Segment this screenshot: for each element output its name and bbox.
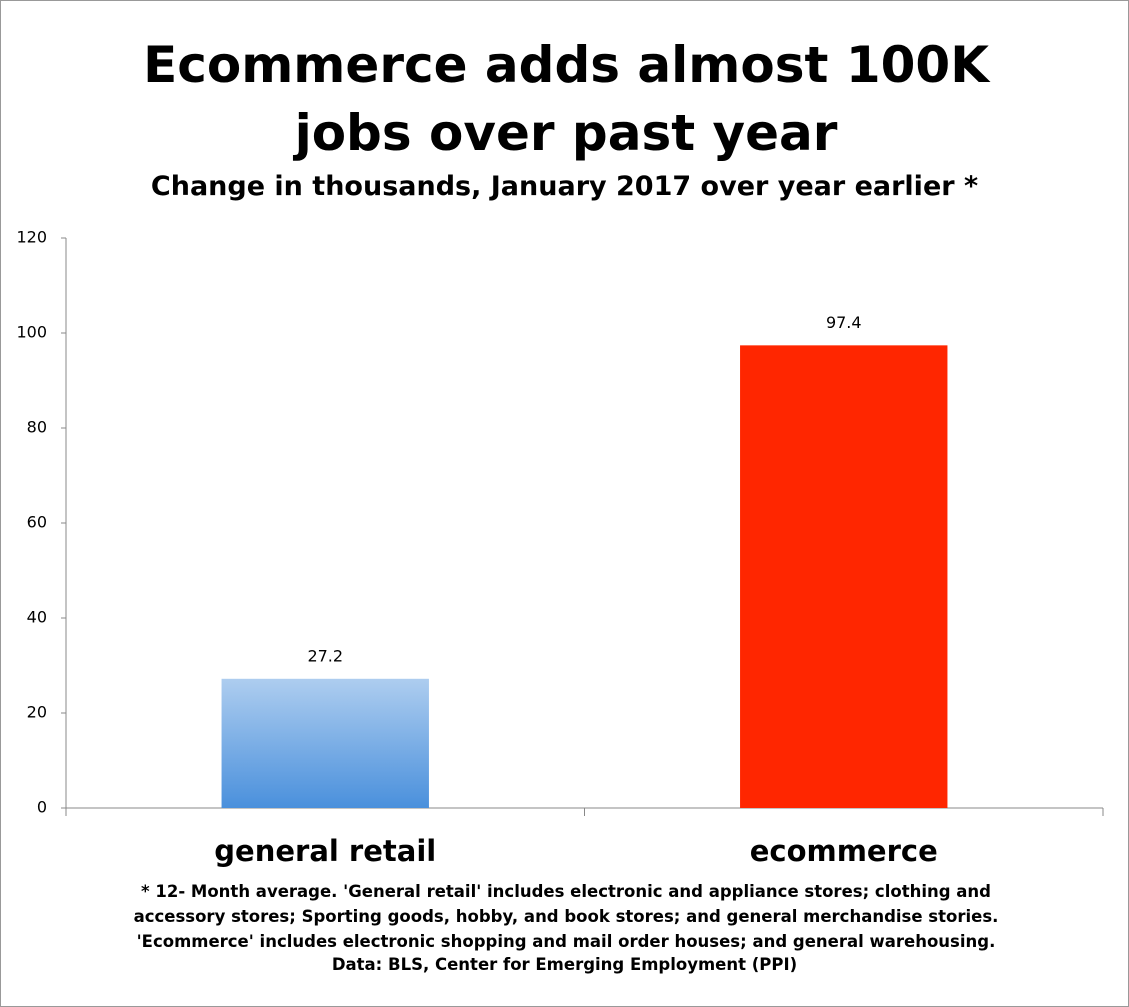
- y-tick-label: 0: [37, 798, 47, 817]
- y-tick-label: 40: [27, 608, 47, 627]
- data-label: 97.4: [826, 313, 862, 332]
- x-tick-label: general retail: [214, 834, 436, 868]
- x-tick-label: ecommerce: [750, 834, 938, 868]
- footnote: * 12- Month average. 'General retail' in…: [133, 882, 999, 951]
- bar: [740, 345, 948, 808]
- y-tick-label: 20: [27, 703, 47, 722]
- data-label: 27.2: [307, 646, 343, 665]
- chart-subtitle: Change in thousands, January 2017 over y…: [150, 171, 979, 202]
- y-tick-label: 120: [16, 228, 47, 247]
- y-tick-label: 80: [27, 418, 47, 437]
- bar: [221, 678, 429, 808]
- y-tick-label: 60: [27, 513, 47, 532]
- chart-title: Ecommerce adds almost 100K jobs over pas…: [143, 36, 989, 162]
- source: Data: BLS, Center for Emerging Employmen…: [331, 955, 798, 974]
- y-tick-label: 100: [16, 323, 47, 342]
